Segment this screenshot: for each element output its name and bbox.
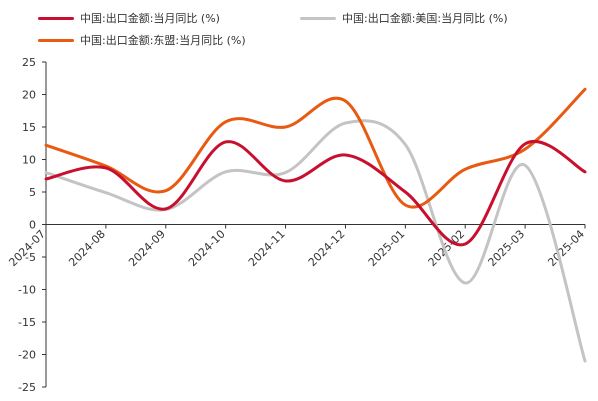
legend-item-china: 中国:出口金额:当月同比 (%) bbox=[38, 10, 220, 26]
legend-swatch-asean bbox=[38, 38, 74, 42]
x-tick-label: 2024-12 bbox=[306, 227, 348, 269]
y-tick-label: -15 bbox=[18, 316, 36, 329]
legend-item-usa: 中国:出口金额:美国:当月同比 (%) bbox=[300, 10, 508, 26]
y-tick-label: 25 bbox=[22, 56, 36, 69]
y-tick-label: -25 bbox=[18, 381, 36, 394]
y-tick-label: -10 bbox=[18, 284, 36, 297]
y-tick-label: 20 bbox=[22, 89, 36, 102]
y-tick-label: -5 bbox=[25, 251, 36, 264]
y-tick-label: 15 bbox=[22, 121, 36, 134]
y-tick-label: -20 bbox=[18, 349, 36, 362]
x-tick-label: 2025-01 bbox=[366, 227, 408, 269]
y-tick-label: 5 bbox=[29, 186, 36, 199]
legend-label-usa: 中国:出口金额:美国:当月同比 (%) bbox=[342, 12, 508, 25]
x-tick-label: 2024-09 bbox=[126, 227, 168, 269]
legend-swatch-china bbox=[38, 16, 74, 20]
legend-item-asean: 中国:出口金额:东盟:当月同比 (%) bbox=[38, 32, 246, 48]
y-tick-label: 0 bbox=[29, 219, 36, 232]
series-line-asean bbox=[44, 87, 587, 209]
x-tick-label: 2024-11 bbox=[246, 227, 288, 269]
x-tick-label: 2024-10 bbox=[186, 227, 228, 269]
legend-swatch-usa bbox=[300, 16, 336, 20]
y-tick-label: 10 bbox=[22, 154, 36, 167]
series-line-china bbox=[44, 140, 587, 247]
x-tick-label: 2024-08 bbox=[66, 227, 108, 269]
legend-label-china: 中国:出口金额:当月同比 (%) bbox=[80, 12, 220, 25]
x-tick-label: 2025-02 bbox=[426, 227, 468, 269]
legend-label-asean: 中国:出口金额:东盟:当月同比 (%) bbox=[80, 34, 246, 47]
